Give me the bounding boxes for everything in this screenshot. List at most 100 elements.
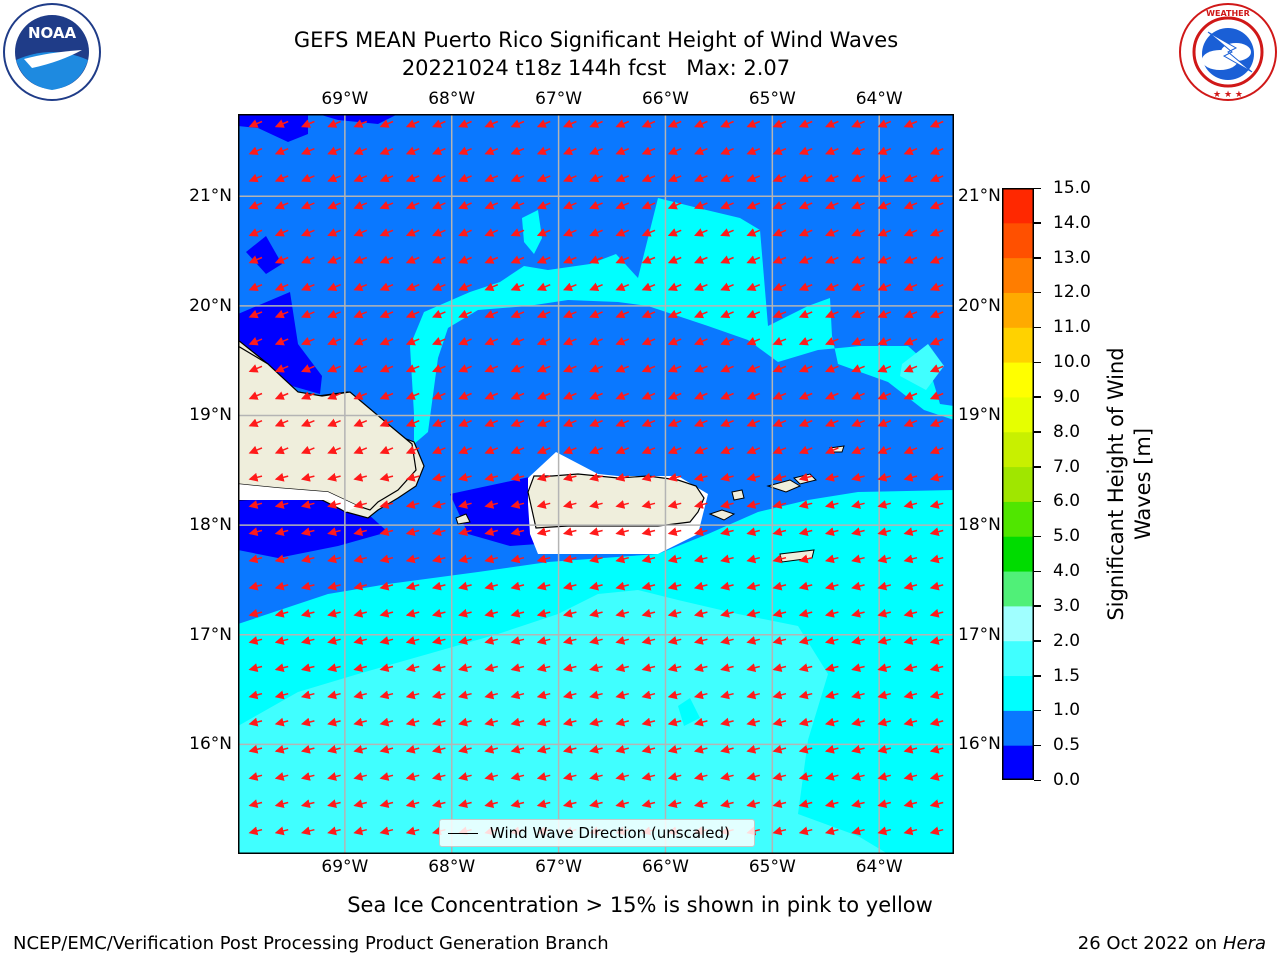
- wave-direction-arrow: [484, 445, 499, 455]
- wave-direction-arrow: [484, 364, 499, 373]
- wave-direction-arrow: [353, 364, 368, 373]
- wave-direction-arrow: [458, 690, 472, 700]
- wave-direction-arrow: [274, 826, 289, 836]
- wave-direction-arrow: [615, 744, 629, 754]
- wave-direction-arrow: [484, 663, 498, 673]
- wave-direction-arrow: [667, 309, 682, 319]
- wave-direction-arrow: [248, 744, 263, 754]
- wave-direction-arrow: [510, 772, 525, 781]
- colorbar-swatch-4: [1002, 605, 1034, 642]
- wave-direction-arrow: [746, 418, 761, 427]
- wave-direction-arrow: [458, 364, 472, 373]
- colorbar-swatch-12: [1002, 327, 1034, 363]
- colorbar-swatch-5: [1002, 571, 1034, 607]
- lon-label-top-4: 65°W: [748, 89, 796, 109]
- wave-direction-arrow: [510, 337, 525, 346]
- wave-direction-arrow: [379, 119, 394, 128]
- wave-direction-arrow: [458, 581, 472, 591]
- wave-direction-arrow: [248, 554, 263, 564]
- wave-direction-arrow: [405, 282, 420, 291]
- wave-direction-arrow: [327, 391, 341, 400]
- wave-direction-arrow: [301, 201, 315, 210]
- wave-direction-arrow: [772, 201, 787, 210]
- wave-direction-arrow: [824, 826, 839, 836]
- wave-direction-arrow: [798, 500, 813, 509]
- wave-direction-arrow: [353, 527, 367, 537]
- colorbar-tick-label-16: 14.0: [1053, 212, 1091, 233]
- wave-direction-arrow: [746, 445, 761, 455]
- wave-direction-arrow: [641, 119, 656, 128]
- wave-direction-arrow: [798, 201, 813, 210]
- wave-direction-arrow: [798, 608, 813, 618]
- wave-direction-arrow: [929, 282, 944, 291]
- lat-label-right-5: 16°N: [958, 734, 1001, 755]
- wave-direction-arrow: [300, 826, 315, 836]
- wave-direction-arrow: [772, 472, 787, 482]
- wave-direction-arrow: [877, 364, 892, 373]
- wave-direction-arrow: [248, 717, 263, 727]
- colorbar-tick-label-10: 8.0: [1053, 421, 1081, 442]
- wave-direction-arrow: [510, 445, 525, 455]
- wave-direction-arrow: [379, 826, 394, 836]
- wave-direction-arrow: [929, 418, 944, 427]
- wave-direction-arrow: [929, 744, 944, 754]
- wave-direction-arrow: [327, 690, 341, 700]
- map-panel: [238, 114, 954, 854]
- colorbar-swatch-7: [1002, 501, 1034, 537]
- wave-direction-arrow: [877, 173, 892, 183]
- wave-direction-arrow: [694, 337, 708, 346]
- wave-direction-arrow: [379, 173, 394, 183]
- wave-direction-arrow: [563, 228, 577, 237]
- wave-direction-arrow: [641, 772, 656, 781]
- lon-label-top-2: 67°W: [535, 89, 583, 109]
- lat-label-left-1: 20°N: [189, 295, 232, 316]
- wave-direction-arrow: [825, 391, 839, 400]
- wave-direction-arrow: [379, 228, 394, 237]
- wave-direction-arrow: [248, 173, 263, 183]
- land-mask-hispaniola: [238, 484, 358, 512]
- wave-direction-arrow: [877, 255, 892, 264]
- wave-direction-arrow: [694, 309, 708, 319]
- wave-direction-arrow: [405, 445, 420, 455]
- wave-direction-arrow: [641, 527, 656, 537]
- colorbar-tick-mark: [1034, 257, 1041, 259]
- wave-direction-arrow: [746, 255, 761, 264]
- wave-direction-arrow: [877, 717, 891, 727]
- footer-machine: Hera: [1222, 933, 1266, 954]
- lat-label-left-4: 17°N: [189, 624, 232, 645]
- colorbar-tick-mark: [1034, 675, 1041, 677]
- wave-direction-arrow: [327, 554, 341, 564]
- wave-direction-arrow: [615, 418, 630, 427]
- wave-direction-arrow: [248, 309, 263, 319]
- wave-direction-arrow: [484, 282, 499, 291]
- colorbar-tick-mark: [1034, 500, 1041, 503]
- wave-direction-arrow: [693, 472, 708, 482]
- wave-direction-arrow: [458, 608, 472, 618]
- wave-direction-arrow: [667, 527, 682, 537]
- wave-direction-arrow: [536, 717, 551, 727]
- wave-direction-arrow: [903, 364, 918, 373]
- wave-direction-arrow: [589, 173, 603, 183]
- wave-direction-arrow: [510, 500, 525, 509]
- wave-direction-arrow: [903, 799, 918, 809]
- wave-direction-arrow: [562, 799, 577, 809]
- wave-direction-arrow: [510, 201, 525, 210]
- wave-direction-arrow: [327, 500, 341, 509]
- wave-direction-arrow: [589, 309, 603, 319]
- wave-direction-arrow: [667, 228, 682, 237]
- wave-direction-arrow: [746, 690, 760, 700]
- wave-direction-arrow: [693, 581, 708, 591]
- wave-direction-arrow: [772, 282, 787, 291]
- wave-direction-arrow: [379, 772, 394, 781]
- colorbar-swatch-6: [1002, 536, 1034, 572]
- colorbar-tick-mark: [1034, 466, 1041, 468]
- wave-direction-arrow: [720, 663, 734, 673]
- wave-direction-arrow: [536, 744, 551, 754]
- wave-direction-arrow: [353, 608, 367, 618]
- wave-direction-arrow: [589, 799, 603, 809]
- wave-direction-arrow: [929, 500, 944, 509]
- wave-direction-arrow: [798, 309, 813, 319]
- wave-direction-arrow: [589, 418, 603, 427]
- colorbar-swatch-11: [1002, 362, 1034, 398]
- wave-direction-arrow: [379, 581, 394, 591]
